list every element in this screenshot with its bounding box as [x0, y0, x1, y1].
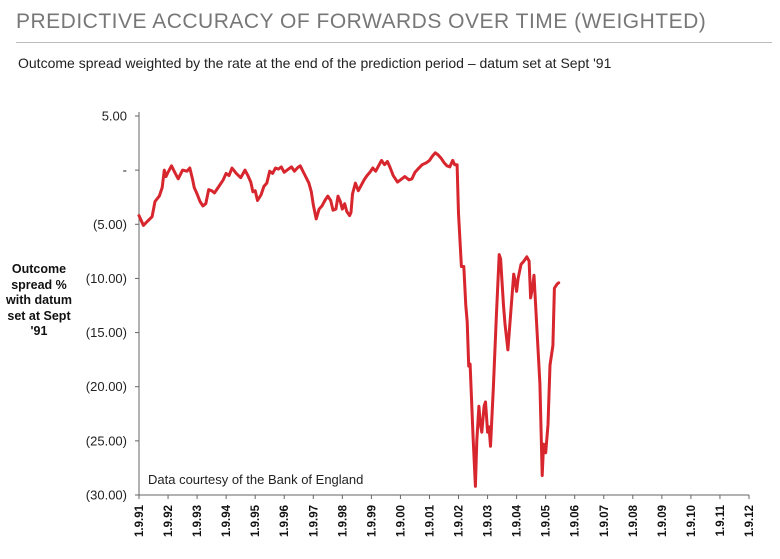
x-tick-label: 1.9.92 [163, 505, 175, 537]
x-tick-label: 1.9.04 [512, 504, 524, 537]
x-tick-label: 1.9.12 [744, 505, 756, 537]
y-axis-ticks: 5.00 - (5.00) (10.00) (15.00) (20.00) (25.00) (… [86, 109, 139, 503]
x-tick-label: 1.9.10 [686, 505, 698, 537]
y-tick-label: (30.00) [86, 488, 127, 503]
x-tick-label: 1.9.05 [541, 504, 553, 537]
x-tick-label: 1.9.07 [599, 505, 611, 537]
chart-title: PREDICTIVE ACCURACY OF FORWARDS OVER TIM… [16, 10, 707, 33]
y-axis-label: Outcome spread % with datum set at Sept … [6, 262, 72, 338]
x-axis-ticks: 1.9.91 1.9.92 1.9.93 1.9.94 1.9.95 1.9.96 1.9.… [134, 495, 756, 537]
chart-series [137, 151, 561, 488]
y-tick-label: (20.00) [86, 379, 127, 394]
series-line [137, 151, 561, 488]
y-tick-label: - [123, 163, 127, 178]
chart-axes [138, 112, 749, 496]
x-tick-label: 1.9.08 [628, 504, 640, 537]
x-tick-label: 1.9.93 [192, 505, 204, 537]
y-tick-label: (5.00) [93, 217, 127, 232]
x-tick-label: 1.9.03 [483, 505, 495, 537]
x-tick-label: 1.9.09 [657, 505, 669, 537]
y-tick-label: (15.00) [86, 325, 127, 340]
chart-subtitle: Outcome spread weighted by the rate at t… [18, 55, 612, 71]
x-tick-label: 1.9.00 [395, 505, 407, 537]
data-source-note: Data courtesy of the Bank of England [148, 472, 364, 487]
x-tick-label: 1.9.02 [454, 505, 466, 537]
x-tick-label: 1.9.95 [250, 504, 262, 537]
x-tick-label: 1.9.11 [715, 504, 727, 536]
y-tick-label: (25.00) [86, 433, 127, 448]
x-tick-label: 1.9.97 [308, 505, 320, 537]
x-tick-label: 1.9.01 [424, 504, 436, 537]
x-tick-label: 1.9.06 [570, 505, 582, 537]
x-tick-label: 1.9.98 [337, 504, 349, 537]
x-tick-label: 1.9.96 [279, 505, 291, 537]
title-divider [16, 42, 772, 43]
y-tick-label: (10.00) [86, 271, 127, 286]
x-tick-label: 1.9.94 [221, 504, 233, 537]
y-tick-label: 5.00 [102, 109, 127, 124]
x-tick-label: 1.9.99 [366, 505, 378, 537]
x-tick-label: 1.9.91 [134, 504, 146, 537]
